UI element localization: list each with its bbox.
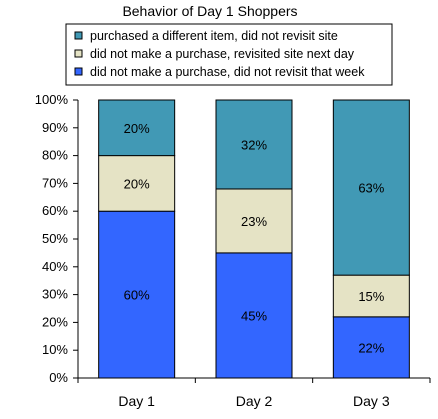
legend-swatch xyxy=(74,49,83,58)
bar-labels: 60% 20% 20% 45% 23% 32% 22% 15% 63% xyxy=(124,121,385,356)
bars xyxy=(98,99,410,379)
legend-label: did not make a purchase, did not revisit… xyxy=(90,65,365,79)
bar-value-label: 60% xyxy=(124,288,150,303)
y-tick-label: 90% xyxy=(42,120,68,135)
x-tick-label: Day 3 xyxy=(353,393,390,409)
y-tick-label: 0% xyxy=(49,370,68,385)
y-tick-label: 100% xyxy=(35,92,69,107)
y-tick-label: 40% xyxy=(42,259,68,274)
bar-segment xyxy=(215,188,293,254)
y-tick-label: 10% xyxy=(42,342,68,357)
chart-title: Behavior of Day 1 Shoppers xyxy=(122,3,297,19)
x-tick-label: Day 2 xyxy=(236,393,273,409)
bar-value-label: 22% xyxy=(358,340,384,355)
legend-swatch xyxy=(74,67,83,76)
bar-value-label: 32% xyxy=(241,137,267,152)
legend: purchased a different item, did not revi… xyxy=(65,23,393,86)
bar-value-label: 23% xyxy=(241,214,267,229)
legend-label: purchased a different item, did not revi… xyxy=(90,29,338,43)
bar-value-label: 15% xyxy=(358,289,384,304)
bar-segment xyxy=(98,99,176,157)
y-tick-label: 50% xyxy=(42,231,68,246)
legend-box xyxy=(65,23,393,86)
bar-value-label: 45% xyxy=(241,308,267,323)
axes: 0% 10% 20% 30% 40% 50% 60% 70% 80% 90% 100% xyxy=(35,92,431,385)
y-tick-label: 70% xyxy=(42,175,68,190)
y-tick-label: 20% xyxy=(42,314,68,329)
bar-value-label: 20% xyxy=(124,121,150,136)
x-tick-label: Day 1 xyxy=(118,393,155,409)
bar-segment xyxy=(332,99,410,276)
y-tick-label: 60% xyxy=(42,203,68,218)
bar-value-label: 63% xyxy=(358,181,384,196)
bar-segment xyxy=(98,210,176,379)
legend-swatch xyxy=(74,31,83,40)
bar-segment xyxy=(332,274,410,318)
bar-segment xyxy=(215,252,293,379)
bar-segment xyxy=(215,99,293,190)
y-tick-label: 30% xyxy=(42,287,68,302)
bar-segment xyxy=(98,155,176,212)
bar-segment xyxy=(332,316,410,379)
y-tick-label: 80% xyxy=(42,148,68,163)
legend-label: did not make a purchase, revisited site … xyxy=(90,47,355,61)
x-axis-labels: Day 1 Day 2 Day 3 xyxy=(118,393,389,409)
bar-value-label: 20% xyxy=(124,176,150,191)
